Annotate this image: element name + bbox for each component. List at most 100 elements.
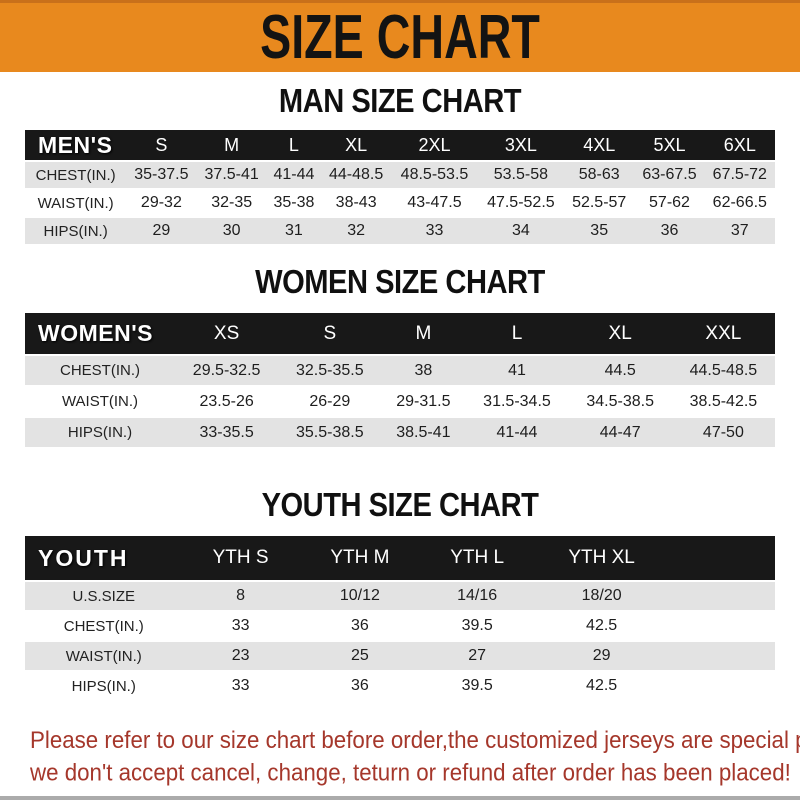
size-value: 38.5-42.5 bbox=[671, 387, 775, 416]
size-chart-section: MAN SIZE CHART MEN'S S M L XL 2XL 3XL 4XL 5XL 6X… bbox=[0, 82, 800, 246]
table-header-row: MEN'S S M L XL 2XL 3XL 4XL 5XL 6XL bbox=[25, 130, 775, 160]
size-value: 42.5 bbox=[533, 672, 670, 700]
size-value: 58-63 bbox=[564, 162, 635, 188]
column-header: L bbox=[266, 130, 321, 160]
table-row: WAIST(IN.) 29-32 32-35 35-38 38-43 43-47.5 47.… bbox=[25, 190, 775, 216]
column-header: 6XL bbox=[704, 130, 775, 160]
row-filler-cell bbox=[670, 642, 775, 670]
size-value: 33-35.5 bbox=[175, 418, 279, 447]
size-value: 38.5-41 bbox=[381, 418, 466, 447]
table-row: HIPS(IN.) 33-35.5 35.5-38.5 38.5-41 41-44 44-… bbox=[25, 418, 775, 447]
size-value: 8 bbox=[182, 582, 299, 610]
size-value: 32-35 bbox=[196, 190, 267, 216]
table-row: CHEST(IN.) 33 36 39.5 42.5 bbox=[25, 612, 775, 640]
row-label: HIPS(IN.) bbox=[25, 218, 127, 244]
size-value: 63-67.5 bbox=[634, 162, 705, 188]
size-value: 39.5 bbox=[421, 672, 534, 700]
section-title: MAN SIZE CHART bbox=[278, 82, 522, 120]
size-value: 53.5-58 bbox=[477, 162, 565, 188]
size-value: 29-31.5 bbox=[381, 387, 466, 416]
size-value: 31 bbox=[266, 218, 321, 244]
column-header: M bbox=[381, 313, 466, 354]
column-header: 5XL bbox=[634, 130, 705, 160]
row-label: HIPS(IN.) bbox=[25, 418, 175, 447]
size-value: 31.5-34.5 bbox=[465, 387, 569, 416]
size-value: 10/12 bbox=[298, 582, 422, 610]
size-value: 38-43 bbox=[321, 190, 392, 216]
size-value: 26-29 bbox=[278, 387, 382, 416]
row-filler-cell bbox=[670, 672, 775, 700]
size-value: 34 bbox=[477, 218, 565, 244]
column-header: YTH L bbox=[421, 536, 534, 580]
column-header: XL bbox=[321, 130, 392, 160]
column-header: XXL bbox=[671, 313, 775, 354]
row-label: HIPS(IN.) bbox=[25, 672, 183, 700]
row-label: CHEST(IN.) bbox=[25, 162, 127, 188]
row-filler-cell bbox=[670, 612, 775, 640]
size-chart-banner: SIZE CHART bbox=[0, 0, 800, 72]
size-value: 36 bbox=[298, 672, 422, 700]
size-value: 47-50 bbox=[671, 418, 775, 447]
row-label: U.S.SIZE bbox=[25, 582, 183, 610]
column-header: YTH M bbox=[298, 536, 422, 580]
size-value: 52.5-57 bbox=[564, 190, 635, 216]
bottom-divider bbox=[0, 796, 800, 800]
table-row: WAIST(IN.) 23 25 27 29 bbox=[25, 642, 775, 670]
header-filler-cell bbox=[670, 536, 775, 580]
size-chart-section: YOUTH SIZE CHART YOUTH YTH S YTH M YTH L YT… bbox=[0, 487, 800, 702]
size-value: 48.5-53.5 bbox=[391, 162, 478, 188]
row-filler-cell bbox=[670, 582, 775, 610]
table-corner-label: YOUTH bbox=[25, 536, 183, 580]
column-header: M bbox=[196, 130, 267, 160]
table-row: CHEST(IN.) 29.5-32.5 32.5-35.5 38 41 44.5 44.5… bbox=[25, 356, 775, 385]
section-title: WOMEN SIZE CHART bbox=[255, 263, 545, 301]
column-header: XL bbox=[568, 313, 672, 354]
size-value: 36 bbox=[298, 612, 422, 640]
column-header: S bbox=[278, 313, 382, 354]
size-value: 44-47 bbox=[568, 418, 672, 447]
size-value: 29 bbox=[533, 642, 670, 670]
size-value: 35-37.5 bbox=[126, 162, 197, 188]
banner-title: SIZE CHART bbox=[260, 2, 540, 73]
size-table: MEN'S S M L XL 2XL 3XL 4XL 5XL 6XL CHEST(IN.) 35-… bbox=[25, 128, 775, 246]
row-label: WAIST(IN.) bbox=[25, 190, 127, 216]
disclaimer-line-1: Please refer to our size chart before or… bbox=[30, 726, 800, 754]
size-value: 23.5-26 bbox=[175, 387, 279, 416]
size-value: 37.5-41 bbox=[196, 162, 267, 188]
size-value: 57-62 bbox=[634, 190, 705, 216]
disclaimer-line-2: we don't accept cancel, change, teturn o… bbox=[30, 758, 791, 786]
row-label: CHEST(IN.) bbox=[25, 356, 175, 385]
size-table: YOUTH YTH S YTH M YTH L YTH XL U.S.SIZE 8 10/… bbox=[25, 534, 775, 702]
table-header-row: YOUTH YTH S YTH M YTH L YTH XL bbox=[25, 536, 775, 580]
size-chart-section: WOMEN SIZE CHART WOMEN'S XS S M L XL XXL CHES… bbox=[0, 263, 800, 449]
size-value: 47.5-52.5 bbox=[477, 190, 565, 216]
size-table: WOMEN'S XS S M L XL XXL CHEST(IN.) 29.5-32.5 32… bbox=[25, 311, 775, 449]
size-value: 43-47.5 bbox=[391, 190, 478, 216]
size-value: 32 bbox=[321, 218, 392, 244]
table-header-row: WOMEN'S XS S M L XL XXL bbox=[25, 313, 775, 354]
size-value: 35-38 bbox=[266, 190, 321, 216]
size-value: 25 bbox=[298, 642, 422, 670]
size-value: 35.5-38.5 bbox=[278, 418, 382, 447]
column-header: YTH S bbox=[182, 536, 299, 580]
sections: MAN SIZE CHART MEN'S S M L XL 2XL 3XL 4XL 5XL 6X… bbox=[0, 82, 800, 702]
size-value: 29-32 bbox=[126, 190, 197, 216]
table-row: WAIST(IN.) 23.5-26 26-29 29-31.5 31.5-34.5 34… bbox=[25, 387, 775, 416]
table-row: U.S.SIZE 8 10/12 14/16 18/20 bbox=[25, 582, 775, 610]
table-row: HIPS(IN.) 33 36 39.5 42.5 bbox=[25, 672, 775, 700]
size-value: 41-44 bbox=[266, 162, 321, 188]
row-label: CHEST(IN.) bbox=[25, 612, 183, 640]
size-value: 44-48.5 bbox=[321, 162, 392, 188]
size-value: 41-44 bbox=[465, 418, 569, 447]
table-corner-label: WOMEN'S bbox=[25, 313, 175, 354]
table-corner-label: MEN'S bbox=[25, 130, 127, 160]
size-value: 14/16 bbox=[421, 582, 534, 610]
row-label: WAIST(IN.) bbox=[25, 387, 175, 416]
column-header: 2XL bbox=[391, 130, 478, 160]
size-value: 33 bbox=[391, 218, 478, 244]
column-header: YTH XL bbox=[533, 536, 670, 580]
size-value: 42.5 bbox=[533, 612, 670, 640]
size-value: 67.5-72 bbox=[704, 162, 775, 188]
size-value: 41 bbox=[465, 356, 569, 385]
column-header: 4XL bbox=[564, 130, 635, 160]
